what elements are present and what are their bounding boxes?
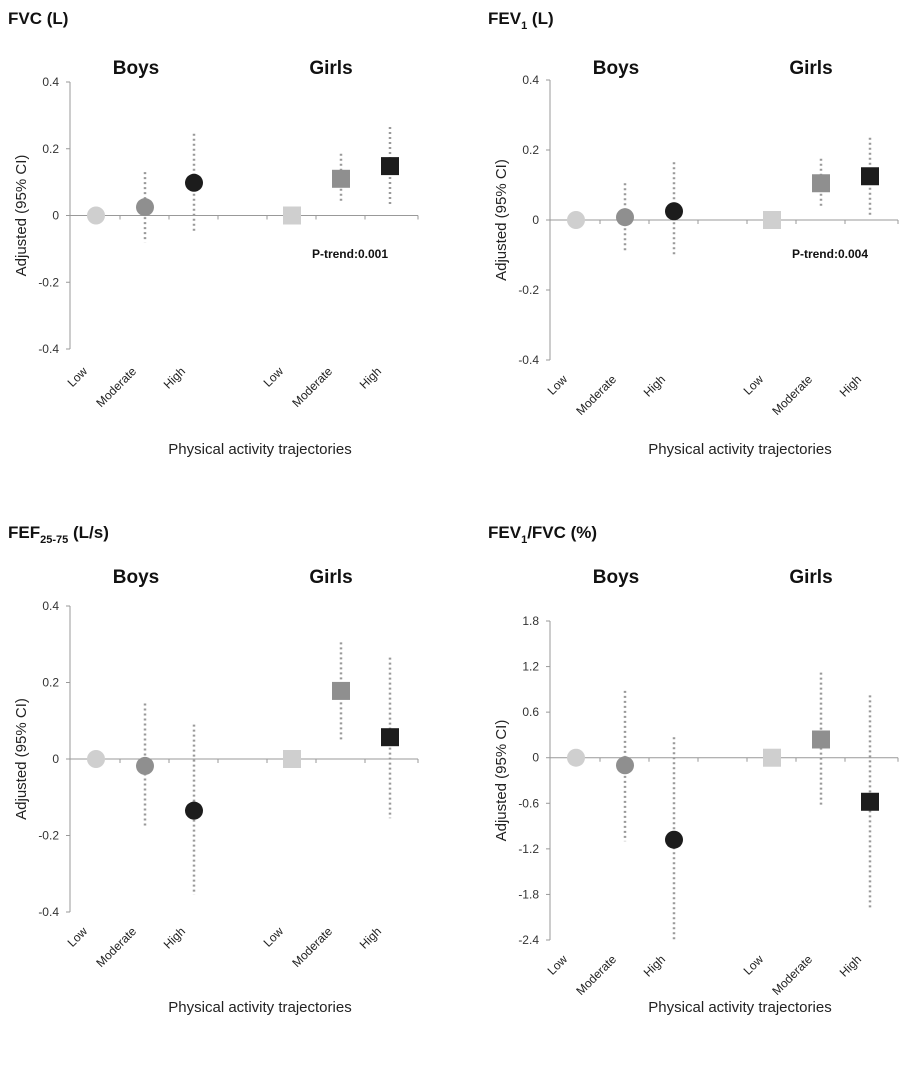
x-tick-label: High [357, 924, 384, 951]
x-tick-label: Low [261, 924, 287, 950]
y-axis-label: Adjusted (95% CI) [493, 720, 510, 842]
x-tick-label: Moderate [289, 364, 335, 410]
y-tick-label: -2.4 [518, 933, 539, 947]
group-label-boys: Boys [113, 567, 159, 588]
data-point-circle [136, 198, 154, 217]
y-tick-label: -0.6 [518, 796, 539, 810]
x-tick-label: High [161, 924, 188, 951]
data-point-square [763, 211, 781, 229]
panel-title: FEF25-75 (L/s) [8, 523, 109, 546]
x-tick-label: High [837, 952, 864, 979]
x-tick-label: Low [545, 372, 571, 398]
data-point-circle [185, 801, 203, 820]
chart-panel-3: FEF25-75 (L/s)Boys Girls 0.4 0.2 0 -0.2 -0.4 Ad… [8, 523, 419, 1016]
group-label-boys: Boys [113, 58, 159, 79]
x-tick-label: Moderate [573, 372, 619, 418]
p-trend-annotation: P-trend:0.004 [792, 247, 868, 261]
data-point-square [861, 792, 879, 811]
x-tick-label: Moderate [93, 924, 139, 970]
data-point-square [381, 157, 399, 176]
x-tick-label: Low [741, 372, 767, 398]
y-tick-label: -0.4 [38, 905, 59, 919]
panel-title: FVC (L) [8, 9, 68, 28]
y-tick-label: 0.2 [522, 143, 539, 157]
data-point-square [812, 730, 830, 749]
data-point-circle [185, 173, 203, 192]
x-tick-label: Moderate [93, 364, 139, 410]
x-tick-label: Moderate [769, 372, 815, 418]
y-tick-label: 0 [532, 213, 539, 227]
x-axis-label: Physical activity trajectories [168, 441, 351, 458]
data-point-square [763, 748, 781, 767]
data-point-circle [665, 830, 683, 849]
x-tick-label: High [641, 372, 668, 399]
y-tick-label: 1.2 [522, 660, 539, 674]
group-label-boys: Boys [593, 58, 639, 79]
y-tick-label: 0.4 [522, 73, 539, 87]
data-point-circle [136, 756, 154, 775]
data-point-circle [616, 756, 634, 775]
x-tick-label: Moderate [769, 952, 815, 998]
x-axis-label: Physical activity trajectories [648, 441, 831, 458]
group-label-girls: Girls [309, 567, 352, 588]
y-tick-label: -0.2 [38, 829, 59, 843]
p-trend-annotation: P-trend:0.001 [312, 247, 388, 261]
x-tick-label: Low [261, 364, 287, 390]
x-axis-label: Physical activity trajectories [168, 999, 351, 1016]
y-tick-label: 0.4 [42, 599, 59, 613]
x-tick-label: Moderate [573, 952, 619, 998]
y-tick-label: 0 [52, 209, 59, 223]
data-point-circle [665, 202, 683, 221]
group-label-girls: Girls [789, 58, 832, 79]
group-label-girls: Girls [309, 58, 352, 79]
group-label-boys: Boys [593, 567, 639, 588]
data-point-square [381, 728, 399, 747]
data-point-square [332, 169, 350, 188]
chart-panel-2: FEV1 (L) Boys Girls 0.4 0.2 0 -0.2 -0.4 Adjusted… [488, 9, 899, 458]
y-tick-label: -1.2 [518, 842, 539, 856]
y-tick-label: -0.2 [518, 283, 539, 297]
y-tick-label: -0.4 [518, 353, 539, 367]
data-point-square [861, 167, 879, 186]
y-tick-label: 0.4 [42, 75, 59, 89]
data-point-square [283, 750, 301, 768]
y-axis-label: Adjusted (95% CI) [13, 155, 30, 277]
x-tick-label: Low [741, 952, 767, 978]
y-tick-label: 0 [52, 752, 59, 766]
chart-panel-4: FEV1/FVC (%) Boys Girls 1.8 1.2 0.6 0 -0.6 -1.2 -… [488, 523, 899, 1016]
y-tick-label: -0.2 [38, 275, 59, 289]
data-point-circle [567, 748, 585, 767]
data-point-circle [616, 208, 634, 227]
data-point-circle [87, 750, 105, 768]
x-tick-label: High [837, 372, 864, 399]
data-point-circle [567, 211, 585, 229]
x-axis-label: Physical activity trajectories [648, 999, 831, 1016]
x-tick-label: High [357, 364, 384, 391]
y-tick-label: -0.4 [38, 342, 59, 356]
x-tick-label: High [641, 952, 668, 979]
x-tick-label: Moderate [289, 924, 335, 970]
data-point-square [283, 206, 301, 225]
x-tick-label: High [161, 364, 188, 391]
y-tick-label: 1.8 [522, 614, 539, 628]
data-point-circle [87, 206, 105, 225]
chart-panel-1: FVC (L) Boys Girls 0.4 0.2 0 -0.2 -0.4 Adjusted … [8, 9, 419, 458]
y-tick-label: 0.2 [42, 676, 59, 690]
y-axis-label: Adjusted (95% CI) [13, 698, 30, 820]
y-tick-label: 0 [532, 751, 539, 765]
group-label-girls: Girls [789, 567, 832, 588]
x-tick-label: Low [65, 924, 91, 950]
y-tick-label: 0.2 [42, 142, 59, 156]
data-point-square [332, 681, 350, 700]
y-tick-label: 0.6 [522, 705, 539, 719]
panel-title: FEV1/FVC (%) [488, 523, 597, 546]
x-tick-label: Low [65, 364, 91, 390]
y-axis-label: Adjusted (95% CI) [493, 159, 510, 281]
data-point-square [812, 174, 830, 193]
y-tick-label: -1.8 [518, 887, 539, 901]
x-tick-label: Low [545, 952, 571, 978]
panel-title: FEV1 (L) [488, 9, 554, 32]
